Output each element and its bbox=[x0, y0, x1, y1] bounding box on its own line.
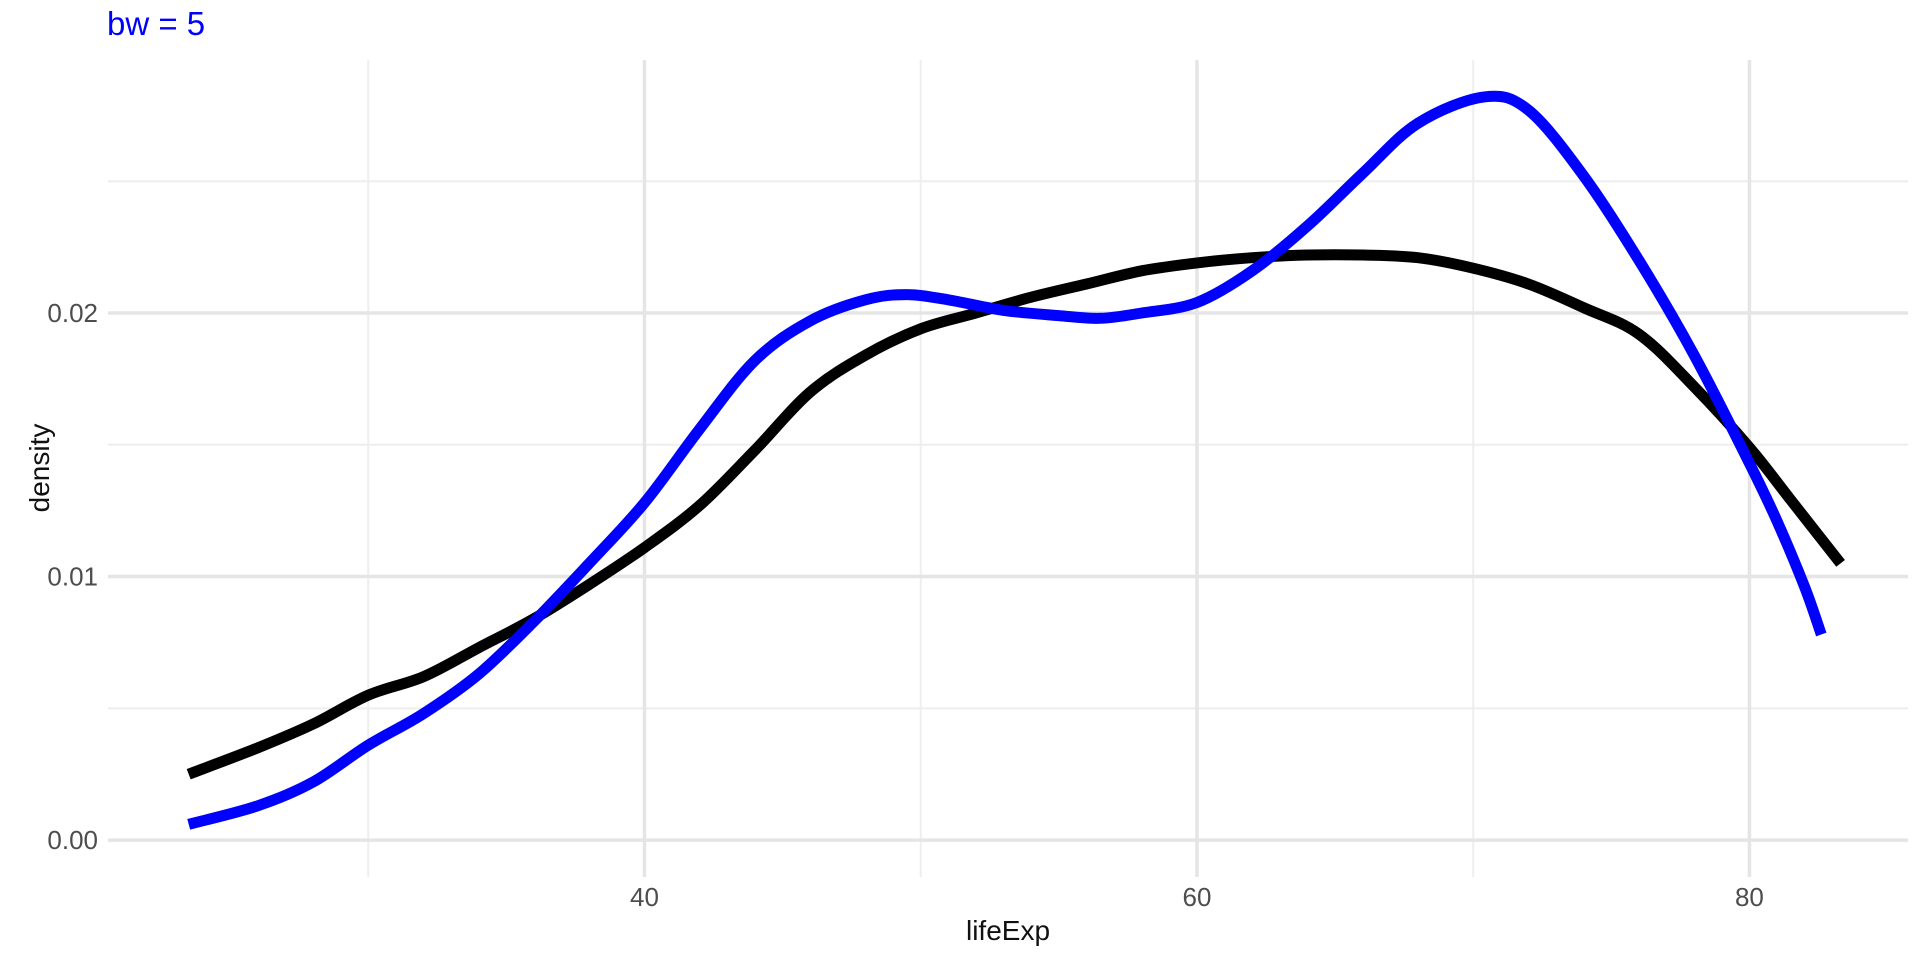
y-tick-label: 0.02 bbox=[47, 298, 98, 328]
y-tick-label: 0.01 bbox=[47, 562, 98, 592]
x-tick-label: 40 bbox=[630, 882, 659, 912]
x-tick-label: 80 bbox=[1735, 882, 1764, 912]
density-curve-density-default-bandwidth bbox=[186, 249, 1845, 780]
x-tick-label: 60 bbox=[1182, 882, 1211, 912]
plot-title: bw = 5 bbox=[107, 5, 206, 42]
density-curve-density-bw-5 bbox=[187, 90, 1827, 830]
x-axis-title: lifeExp bbox=[965, 915, 1051, 946]
y-tick-label: 0.00 bbox=[47, 825, 98, 855]
y-axis-title: density bbox=[24, 423, 55, 513]
